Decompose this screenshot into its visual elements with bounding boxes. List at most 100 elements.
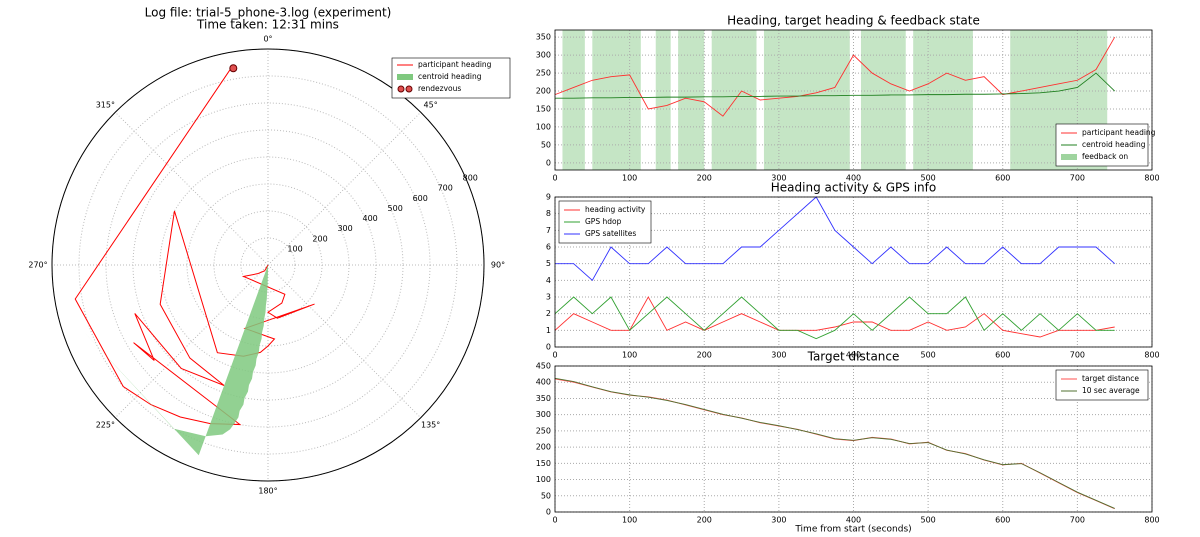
y-tick-label: 7 (546, 226, 551, 235)
radial-grid-circle (159, 156, 377, 374)
angle-tick-label: 270° (28, 261, 47, 270)
radial-tick-label: 200 (312, 234, 327, 243)
x-tick-label: 800 (1144, 174, 1159, 183)
feedback-band (655, 30, 671, 170)
angle-grid-line (267, 111, 422, 266)
x-tick-label: 700 (1070, 516, 1085, 525)
x-tick-label: 400 (846, 351, 861, 360)
polar-frame (51, 48, 485, 482)
y-tick-label: 150 (536, 459, 551, 468)
y-tick-label: 0 (546, 158, 551, 167)
feedback-band (763, 30, 850, 170)
y-tick-label: 200 (536, 443, 551, 452)
x-tick-label: 100 (622, 516, 637, 525)
plot-frame (554, 196, 1153, 348)
radial-grid-circle (132, 129, 404, 401)
x-tick-label: 500 (920, 174, 935, 183)
series-line (554, 296, 1115, 338)
legend-label: participant heading (418, 60, 492, 69)
legend-label: GPS satellites (585, 229, 636, 238)
x-tick-label: 300 (771, 516, 786, 525)
y-tick-label: 250 (536, 69, 551, 78)
chart-title: Log file: trial-5_phone-3.log (experimen… (145, 6, 392, 20)
y-tick-label: 1 (546, 326, 551, 335)
radial-tick-label: 700 (438, 184, 453, 193)
legend-label: GPS hdop (585, 217, 622, 226)
y-tick-label: 50 (541, 491, 551, 500)
y-tick-label: 0 (546, 508, 551, 517)
radial-grid-circle (78, 75, 458, 455)
y-tick-label: 5 (546, 259, 551, 268)
legend-swatch (405, 85, 413, 93)
feedback-band (711, 30, 757, 170)
feedback-band (592, 30, 641, 170)
angle-tick-label: 135° (421, 420, 440, 429)
x-tick-label: 700 (1070, 174, 1085, 183)
radial-tick-label: 600 (413, 194, 428, 203)
angle-tick-label: 45° (424, 101, 438, 110)
y-tick-label: 300 (536, 410, 551, 419)
y-tick-label: 2 (546, 309, 551, 318)
series-line (554, 296, 1115, 340)
angle-tick-label: 315° (96, 101, 115, 110)
x-tick-label: 200 (697, 516, 712, 525)
legend-label: centroid heading (1082, 140, 1146, 149)
x-tick-label: 800 (1144, 351, 1159, 360)
angle-tick-label: 0° (263, 35, 272, 44)
x-tick-label: 400 (846, 516, 861, 525)
legend-swatch (1061, 154, 1077, 160)
y-tick-label: 350 (536, 394, 551, 403)
y-tick-label: 450 (536, 362, 551, 371)
y-tick-label: 350 (536, 33, 551, 42)
x-tick-label: 700 (1070, 351, 1085, 360)
radial-tick-label: 100 (287, 244, 302, 253)
legend-box (1055, 369, 1149, 401)
plot-frame (554, 365, 1153, 513)
x-tick-label: 0 (552, 516, 557, 525)
radial-grid-circle (213, 210, 323, 320)
x-tick-label: 800 (1144, 516, 1159, 525)
rendezvous-marker (229, 64, 238, 73)
feedback-band (860, 30, 906, 170)
legend-label: feedback on (1082, 152, 1128, 161)
legend-label: participant heading (1082, 128, 1156, 137)
y-tick-label: 50 (541, 140, 551, 149)
angle-tick-label: 180° (258, 487, 277, 496)
x-tick-label: 100 (622, 351, 637, 360)
plot-frame (554, 29, 1153, 171)
y-tick-label: 100 (536, 122, 551, 131)
radial-tick-label: 300 (337, 224, 352, 233)
series-line (555, 196, 1115, 282)
legend-label: target distance (1082, 374, 1139, 383)
y-tick-label: 4 (546, 276, 551, 285)
x-tick-label: 300 (771, 351, 786, 360)
radial-tick-label: 400 (362, 214, 377, 223)
legend-label: 10 sec average (1082, 386, 1140, 395)
x-axis-label: Time from start (seconds) (794, 525, 911, 534)
radial-grid-circle (105, 102, 431, 428)
radial-grid-circle (240, 237, 296, 293)
x-tick-label: 0 (552, 351, 557, 360)
x-tick-label: 600 (995, 174, 1010, 183)
radial-tick-label: 800 (463, 174, 478, 183)
x-tick-label: 0 (552, 174, 557, 183)
y-tick-label: 150 (536, 104, 551, 113)
x-tick-label: 600 (995, 351, 1010, 360)
y-tick-label: 9 (546, 193, 551, 202)
x-tick-label: 100 (622, 174, 637, 183)
centroid-area (84, 265, 268, 456)
legend-label: heading activity (585, 205, 646, 214)
chart-title: Heading activity & GPS info (771, 181, 936, 195)
series-line (555, 72, 1115, 99)
y-tick-label: 6 (546, 243, 551, 252)
feedback-band (678, 30, 705, 170)
radial-grid-circle (186, 183, 350, 347)
x-tick-label: 600 (995, 516, 1010, 525)
y-tick-label: 300 (536, 51, 551, 60)
x-tick-label: 500 (920, 516, 935, 525)
x-tick-label: 200 (697, 351, 712, 360)
series-line (554, 36, 1116, 117)
y-tick-label: 0 (546, 343, 551, 352)
